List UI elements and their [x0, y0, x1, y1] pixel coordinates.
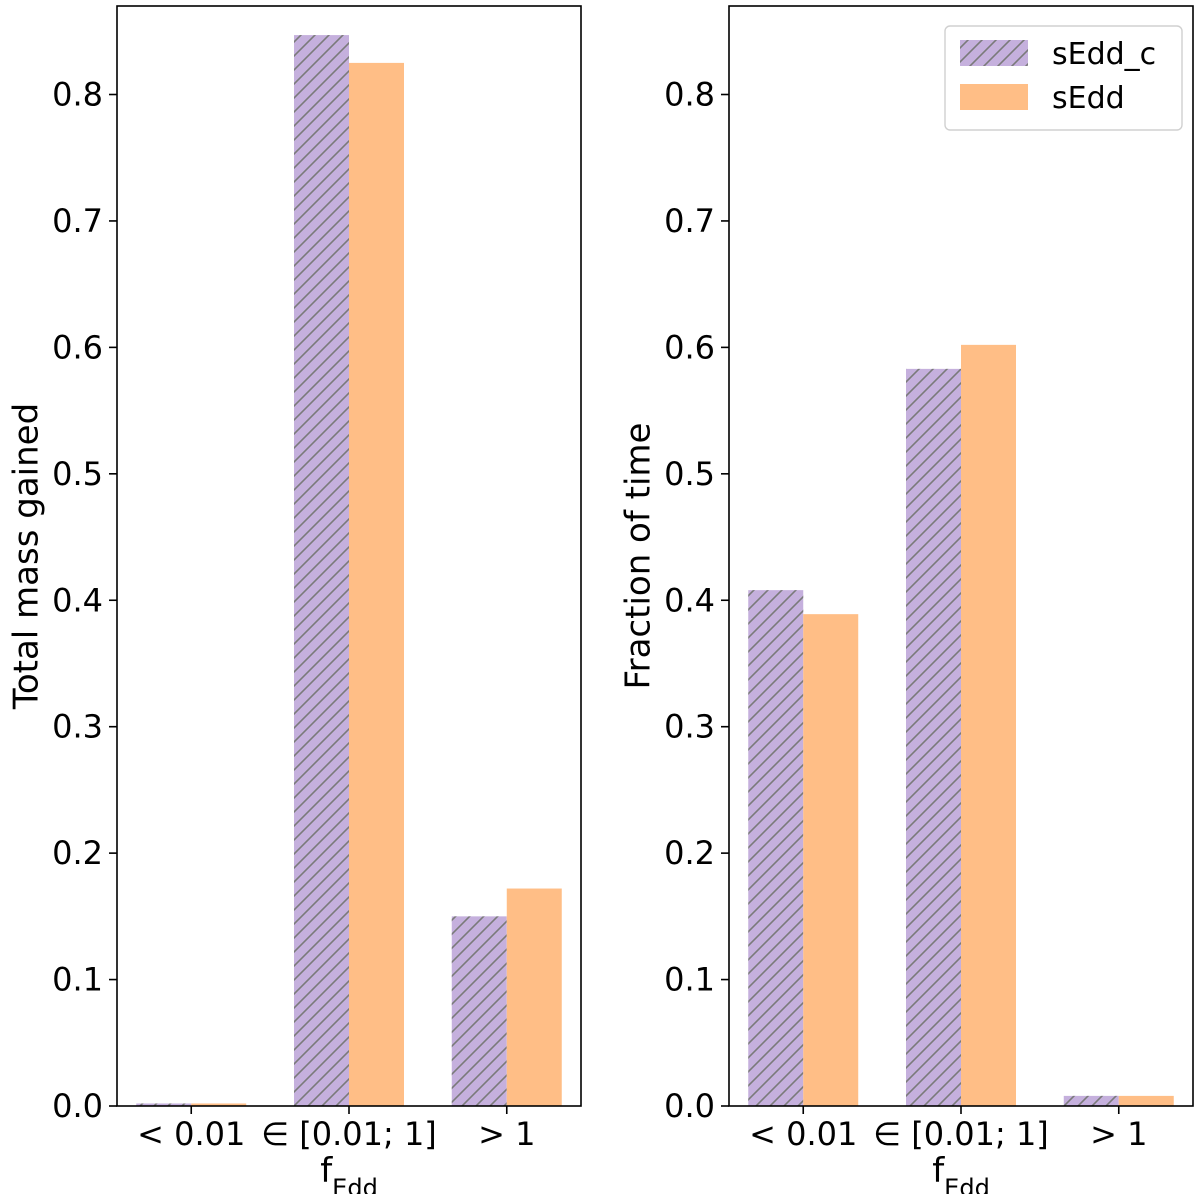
bar-hatch-sEdd_c-0	[748, 590, 804, 1106]
bar-sEdd-1	[961, 344, 1016, 1106]
y-tick-label: 0.8	[664, 76, 715, 114]
y-tick-label: 0.5	[664, 455, 715, 493]
y-tick-label: 0.8	[52, 76, 103, 114]
legend-swatch-hatch	[960, 40, 1028, 66]
x-axis-label: fEdd	[932, 1151, 990, 1194]
y-tick-label: 0.6	[664, 328, 715, 366]
legend-label-sEdd_c: sEdd_c	[1052, 37, 1156, 72]
x-axis-label: fEdd	[320, 1151, 378, 1194]
y-tick-label: 0.4	[664, 581, 715, 619]
y-tick-label: 0.2	[664, 834, 715, 872]
y-tick-label: 0.1	[664, 961, 715, 999]
bar-sEdd-2	[1118, 1095, 1174, 1106]
y-axis-label: Total mass gained	[7, 403, 47, 710]
right-panel-fraction-of-time: 0.0 0.1 0.2 0.3 0.4 0.5 0.6 0.7 0.8 < 0.01 ∈ [0.01…	[619, 5, 1194, 1199]
y-tick-label: 0.2	[52, 834, 103, 872]
legend-swatch-sEdd	[960, 84, 1028, 110]
y-tick-label: 0.7	[664, 202, 715, 240]
y-tick-label: 0.3	[664, 708, 715, 746]
x-tick-label: ∈ [0.01; 1]	[873, 1115, 1049, 1153]
bar-sEdd-1	[349, 62, 404, 1106]
legend-label-sEdd: sEdd	[1052, 81, 1125, 116]
bar-sEdd-0	[803, 614, 859, 1106]
x-tick-label: ∈ [0.01; 1]	[261, 1115, 437, 1153]
y-tick-label: 0.7	[52, 202, 103, 240]
legend: sEdd_c sEdd	[944, 25, 1183, 131]
y-tick-label: 0.0	[664, 1087, 715, 1125]
bar-hatch-sEdd_c-1	[294, 35, 349, 1107]
y-tick-label: 0.1	[52, 961, 103, 999]
left-panel-mass-gained: 0.0 0.1 0.2 0.3 0.4 0.5 0.6 0.7 0.8 < 0.01 ∈ [0.01…	[7, 5, 582, 1199]
x-tick-label: < 0.01	[749, 1115, 857, 1153]
y-tick-label: 0.4	[52, 581, 103, 619]
x-tick-label: < 0.01	[137, 1115, 245, 1153]
bar-sEdd-2	[506, 888, 562, 1106]
bar-hatch-sEdd_c-2	[451, 916, 507, 1106]
x-tick-label: > 1	[1090, 1115, 1147, 1153]
bar-hatch-sEdd_c-0	[136, 1103, 192, 1106]
bar-hatch-sEdd_c-1	[906, 368, 961, 1107]
x-tick-label: > 1	[478, 1115, 535, 1153]
y-tick-label: 0.0	[52, 1087, 103, 1125]
y-tick-label: 0.3	[52, 708, 103, 746]
bar-sEdd-0	[191, 1103, 247, 1106]
y-tick-label: 0.6	[52, 328, 103, 366]
y-tick-label: 0.5	[52, 455, 103, 493]
y-axis-label: Fraction of time	[619, 423, 659, 690]
bar-hatch-sEdd_c-2	[1063, 1095, 1119, 1106]
